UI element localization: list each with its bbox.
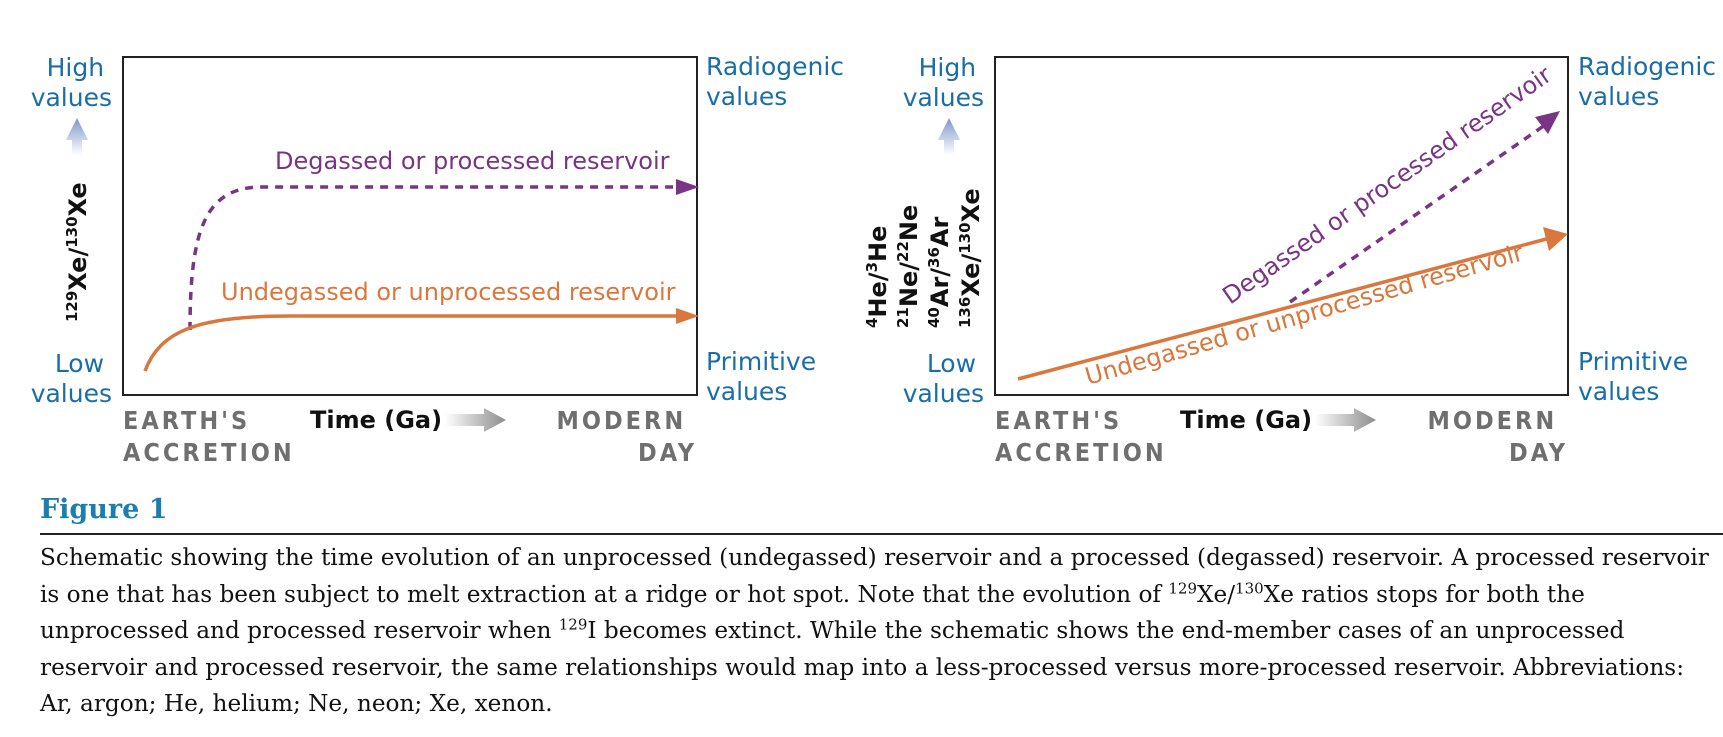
degassed-reservoir-label: Degassed or processed reservoir	[275, 147, 670, 175]
time-arrow-icon	[1315, 408, 1376, 432]
panel-left: High values Low values 129Xe/130Xe Radio…	[31, 52, 852, 467]
caption-divider	[40, 533, 1723, 535]
caption-superscript: 129	[1168, 578, 1197, 597]
time-axis-label: Time (Ga)	[310, 406, 442, 434]
low-values-label: Low values	[903, 349, 984, 408]
up-arrow-icon	[938, 118, 960, 155]
low-values-label: Low values	[31, 349, 112, 408]
degassed-reservoir-label: Degassed or processed reservoir	[1217, 61, 1556, 310]
degassed-arrowhead	[676, 179, 699, 195]
high-values-label: High values	[903, 53, 984, 112]
figure-title: Figure 1	[40, 494, 168, 525]
plot-frame	[994, 56, 1569, 396]
earths-accretion-label: EARTH'S ACCRETION	[995, 406, 1167, 467]
caption-segment: I becomes extinct. While the schematic s…	[40, 617, 1684, 717]
degassed-curve	[1289, 123, 1546, 304]
time-axis-label: Time (Ga)	[1180, 406, 1312, 434]
radiogenic-values-label: Radiogenic values	[706, 52, 852, 111]
figure-schematic: High values Low values 129Xe/130Xe Radio…	[31, 52, 1723, 467]
plot-frame	[122, 56, 698, 396]
y-axis-ratio-label: 129Xe/130Xe	[63, 182, 92, 322]
modern-day-label: MODERN DAY	[556, 406, 697, 467]
undegassed-curve	[143, 314, 680, 372]
earths-accretion-label: EARTH'S ACCRETION	[123, 406, 295, 467]
primitive-values-label: Primitive values	[1578, 347, 1696, 406]
undegassed-arrowhead	[1543, 227, 1568, 251]
modern-day-label: MODERN DAY	[1427, 406, 1568, 467]
radiogenic-values-label: Radiogenic values	[1578, 52, 1723, 111]
caption-superscript: 129	[558, 615, 588, 634]
caption-superscript: 130	[1235, 578, 1264, 597]
y-axis-ratio-label: 136Xe/130Xe	[956, 188, 985, 328]
undegassed-reservoir-label: Undegassed or unprocessed reservoir	[1082, 239, 1527, 391]
y-axis-ratio-label: 21Ne/22Ne	[894, 205, 923, 328]
figure-caption: Schematic showing the time evolution of …	[40, 540, 1720, 723]
primitive-values-label: Primitive values	[706, 347, 824, 406]
up-arrow-icon	[66, 118, 88, 155]
undegassed-curve	[1017, 236, 1551, 381]
y-axis-ratio-label: 4He/3He	[863, 226, 892, 328]
y-axis-ratio-label: 40Ar/36Ar	[925, 216, 954, 328]
caption-segment: Xe ratios stops for both the unprocessed…	[40, 580, 1585, 645]
time-arrow-icon	[445, 408, 506, 432]
degassed-curve	[188, 185, 680, 331]
caption-segment: Schematic showing the time evolution of …	[40, 544, 1709, 608]
caption-segment: Xe/	[1197, 580, 1236, 608]
undegassed-reservoir-label: Undegassed or unprocessed reservoir	[221, 278, 676, 306]
panel-right: High values Low values 4He/3He 21Ne/22Ne…	[863, 52, 1723, 467]
undegassed-arrowhead	[676, 308, 699, 324]
degassed-arrowhead	[1535, 111, 1560, 134]
high-values-label: High values	[31, 53, 112, 112]
